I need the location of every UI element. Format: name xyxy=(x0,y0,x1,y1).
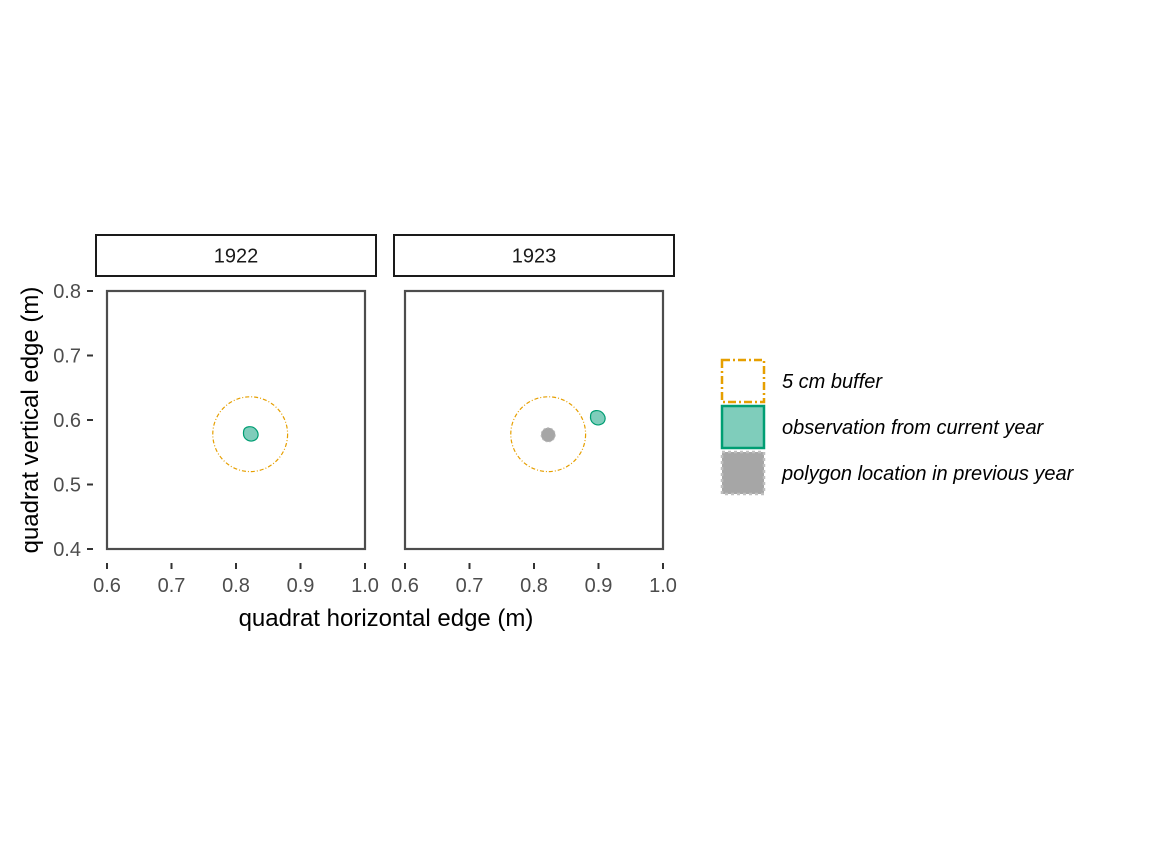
panel-border xyxy=(403,289,665,551)
x-tick-label: 0.9 xyxy=(287,575,315,597)
x-tick-label: 0.8 xyxy=(520,575,548,597)
legend-item-current: observation from current year xyxy=(720,404,1045,450)
facet-strip-label: 1922 xyxy=(214,246,259,268)
y-tick-label: 0.5 xyxy=(53,475,81,497)
y-tick-label: 0.8 xyxy=(53,281,81,303)
legend-item-previous: polygon location in previous year xyxy=(720,450,1075,496)
x-tick-label: 0.8 xyxy=(222,575,250,597)
legend-item-buffer: 5 cm buffer xyxy=(720,358,883,404)
legend: 5 cm buffer observation from current year… xyxy=(720,358,1075,496)
facet-strip xyxy=(95,234,377,277)
facet-panels: 1922 0.6 0.7 0.8 0.9 1.0 0.4 0.5 0.6 0.7 0.8 1923 0.… xyxy=(53,234,677,597)
x-tick-label: 0.6 xyxy=(391,575,419,597)
current-year-observation xyxy=(242,426,259,442)
x-tick-label: 0.7 xyxy=(456,575,484,597)
buffer-circle xyxy=(510,396,587,473)
legend-label: observation from current year xyxy=(782,417,1045,439)
x-axis-title: quadrat horizontal edge (m) xyxy=(239,605,534,632)
x-tick-label: 0.9 xyxy=(585,575,613,597)
previous-year-polygon xyxy=(540,427,556,443)
facet-strip-label: 1923 xyxy=(512,246,557,268)
y-tick-label: 0.7 xyxy=(53,346,81,368)
facet-panel-1923: 1923 0.6 0.7 0.8 0.9 1.0 xyxy=(391,234,677,597)
legend-key-buffer xyxy=(720,358,766,404)
x-tick-label: 1.0 xyxy=(649,575,677,597)
y-axis-title: quadrat vertical edge (m) xyxy=(17,287,44,554)
y-tick-label: 0.4 xyxy=(53,539,81,561)
x-tick-label: 0.7 xyxy=(158,575,186,597)
legend-label: 5 cm buffer xyxy=(782,371,883,393)
buffer-circle xyxy=(212,396,289,473)
legend-key-previous xyxy=(720,450,766,496)
current-year-observation xyxy=(589,410,606,426)
panel-border xyxy=(105,289,367,551)
y-tick-label: 0.6 xyxy=(53,410,81,432)
legend-label: polygon location in previous year xyxy=(781,463,1075,485)
x-tick-label: 1.0 xyxy=(351,575,379,597)
facet-panel-1922: 1922 0.6 0.7 0.8 0.9 1.0 0.4 0.5 0.6 0.7 0.8 xyxy=(53,234,379,597)
legend-key-current xyxy=(720,404,766,450)
x-tick-label: 0.6 xyxy=(93,575,121,597)
facet-strip xyxy=(393,234,675,277)
